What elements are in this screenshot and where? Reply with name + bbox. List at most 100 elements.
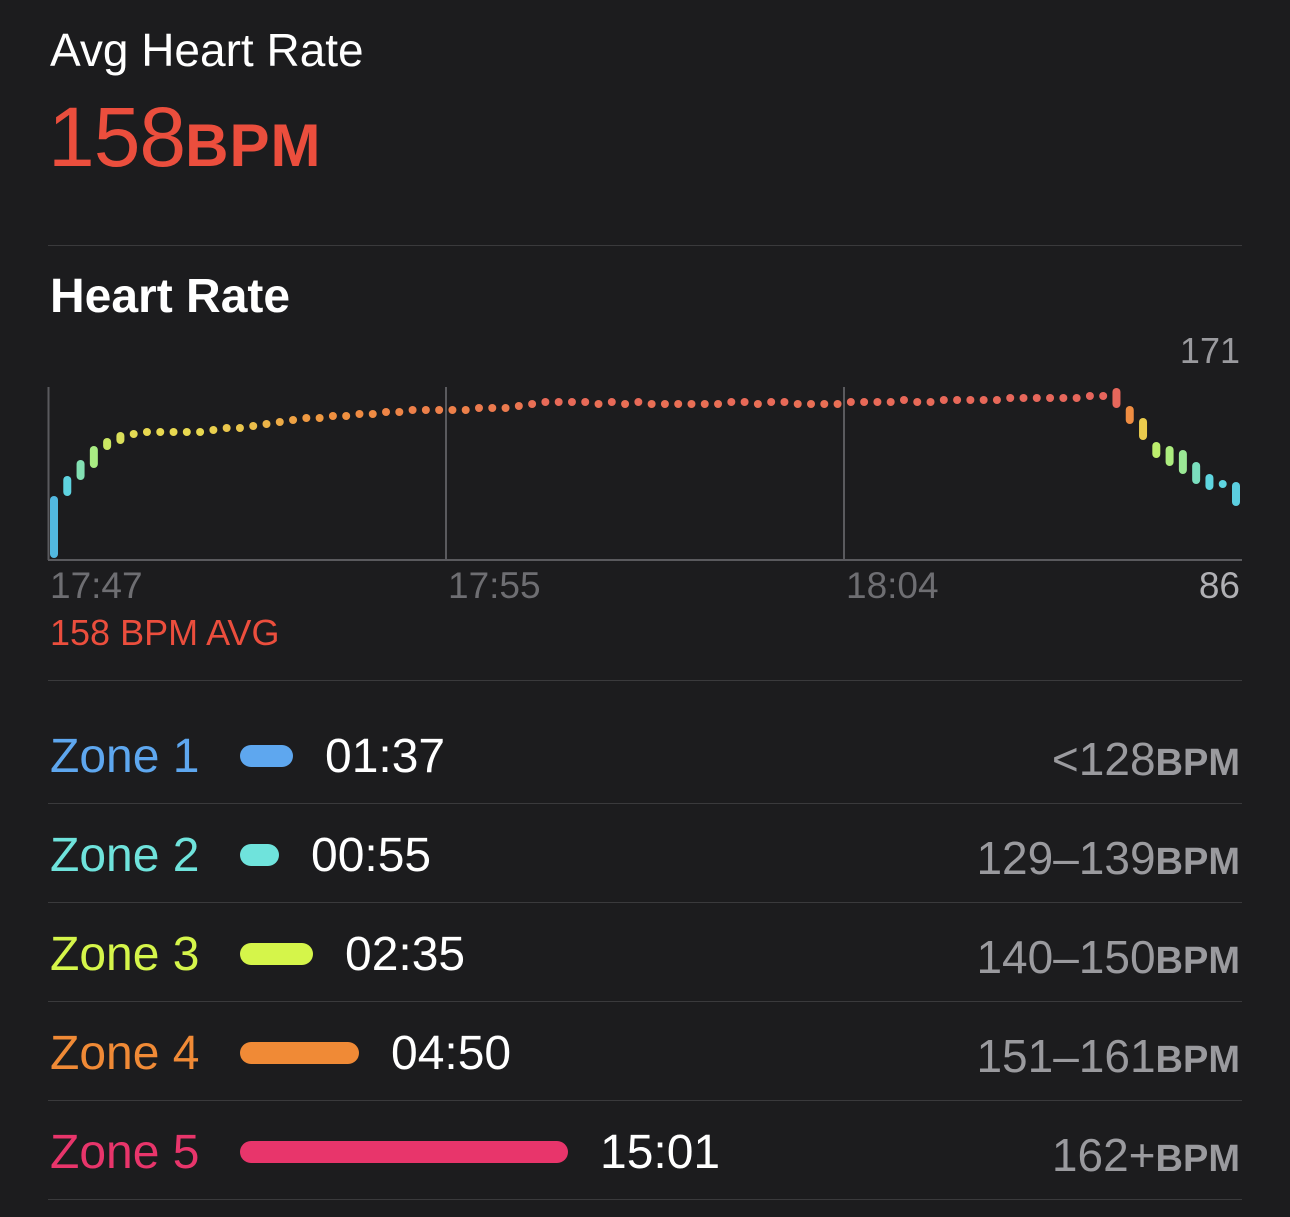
- zone-range: 151–161BPM: [976, 1028, 1240, 1088]
- heart-rate-point: [1205, 474, 1214, 490]
- zone-row: Zone 2 00:55 129–139BPM: [48, 804, 1242, 903]
- heart-rate-point: [461, 406, 470, 414]
- heart-rate-point: [581, 398, 590, 406]
- avg-value-unit: BPM: [185, 112, 322, 179]
- heart-rate-point: [846, 398, 855, 406]
- heart-rate-point: [1032, 394, 1041, 402]
- heart-rate-section-title: Heart Rate: [50, 270, 291, 323]
- heart-rate-point: [1059, 394, 1068, 402]
- heart-rate-point: [1085, 392, 1094, 400]
- zone-time: 01:37: [325, 730, 446, 783]
- heart-rate-point: [1165, 446, 1174, 466]
- heart-rate-point: [275, 418, 284, 426]
- zone-name: Zone 1: [50, 730, 200, 783]
- heart-rate-point: [634, 398, 643, 406]
- x-tick-label: 17:55: [448, 565, 541, 606]
- avg-heart-rate-title: Avg Heart Rate: [50, 24, 364, 76]
- divider: [48, 1001, 1242, 1002]
- heart-rate-point: [315, 414, 324, 422]
- heart-rate-point: [1006, 394, 1015, 402]
- heart-rate-point: [249, 422, 258, 430]
- avg-heart-rate-value: 158BPM: [48, 92, 322, 191]
- heart-rate-point: [435, 406, 444, 414]
- zone-range-value: <128: [1051, 733, 1156, 785]
- heart-rate-point: [103, 438, 112, 450]
- divider: [48, 902, 1242, 903]
- heart-rate-point: [913, 398, 922, 406]
- heart-rate-point: [926, 398, 935, 406]
- y-min-label: 86: [1198, 565, 1240, 606]
- heart-rate-point: [1192, 462, 1201, 484]
- zone-range: 129–139BPM: [976, 830, 1240, 890]
- divider: [48, 803, 1242, 804]
- heart-rate-point: [235, 424, 244, 432]
- divider: [48, 245, 1242, 246]
- zone-duration-bar: [240, 1141, 568, 1163]
- heart-rate-point: [142, 428, 151, 436]
- zone-range-unit: BPM: [1155, 940, 1240, 982]
- heart-rate-point: [421, 406, 430, 414]
- heart-rate-point: [714, 400, 723, 408]
- heart-rate-point: [966, 396, 975, 404]
- zone-range-value: 140–150: [976, 931, 1156, 983]
- heart-rate-point: [899, 396, 908, 404]
- zone-name: Zone 2: [50, 829, 200, 882]
- zone-duration-bar: [240, 745, 293, 767]
- heart-rate-point: [607, 398, 616, 406]
- heart-rate-point: [979, 396, 988, 404]
- heart-rate-point: [342, 412, 351, 420]
- heart-rate-point: [700, 400, 709, 408]
- average-label: 158 BPM AVG: [50, 612, 280, 653]
- zone-time: 00:55: [311, 829, 432, 882]
- heart-rate-point: [753, 400, 762, 408]
- heart-rate-point: [953, 396, 962, 404]
- heart-rate-point: [727, 398, 736, 406]
- avg-value-number: 158: [48, 90, 186, 184]
- heart-rate-point: [554, 398, 563, 406]
- divider: [48, 1100, 1242, 1101]
- zone-range-value: 151–161: [976, 1030, 1156, 1082]
- zone-duration-bar: [240, 943, 313, 965]
- heart-rate-point: [541, 398, 550, 406]
- heart-rate-point: [873, 398, 882, 406]
- heart-rate-point: [395, 408, 404, 416]
- heart-rate-point: [262, 420, 271, 428]
- zone-range-value: 129–139: [976, 832, 1156, 884]
- zone-duration-bar: [240, 844, 279, 866]
- heart-rate-point: [767, 398, 776, 406]
- heart-rate-point: [939, 396, 948, 404]
- heart-rate-point: [833, 400, 842, 408]
- heart-rate-point: [289, 416, 298, 424]
- heart-rate-point: [820, 400, 829, 408]
- heart-rate-point: [886, 398, 895, 406]
- heart-rate-point: [209, 426, 218, 434]
- heart-rate-chart: [47, 387, 1242, 561]
- heart-rate-point: [647, 400, 656, 408]
- heart-rate-point: [116, 432, 125, 444]
- heart-rate-point: [1072, 394, 1081, 402]
- heart-rate-point: [222, 424, 231, 432]
- zone-name: Zone 3: [50, 928, 200, 981]
- heart-rate-point: [169, 428, 178, 436]
- heart-rate-point: [674, 400, 683, 408]
- heart-rate-point: [1099, 392, 1108, 400]
- zone-range: 140–150BPM: [976, 929, 1240, 989]
- heart-rate-point: [1139, 418, 1148, 440]
- zone-name: Zone 5: [50, 1126, 200, 1179]
- heart-rate-point: [1125, 406, 1134, 424]
- heart-rate-point: [780, 398, 789, 406]
- heart-rate-point: [50, 496, 58, 558]
- heart-rate-point: [368, 410, 377, 418]
- heart-rate-point: [807, 400, 816, 408]
- heart-rate-point: [567, 398, 576, 406]
- heart-rate-point: [660, 400, 669, 408]
- zone-duration-bar: [240, 1042, 359, 1064]
- x-tick-label: 17:47: [50, 565, 143, 606]
- zone-row: Zone 5 15:01 162+BPM: [48, 1101, 1242, 1200]
- zone-range: <128BPM: [1052, 731, 1240, 791]
- zone-range-unit: BPM: [1155, 742, 1240, 784]
- zone-range-value: 162+: [1051, 1129, 1156, 1181]
- heart-rate-point: [1112, 388, 1121, 408]
- heart-rate-point: [740, 398, 749, 406]
- zone-range-unit: BPM: [1155, 841, 1240, 883]
